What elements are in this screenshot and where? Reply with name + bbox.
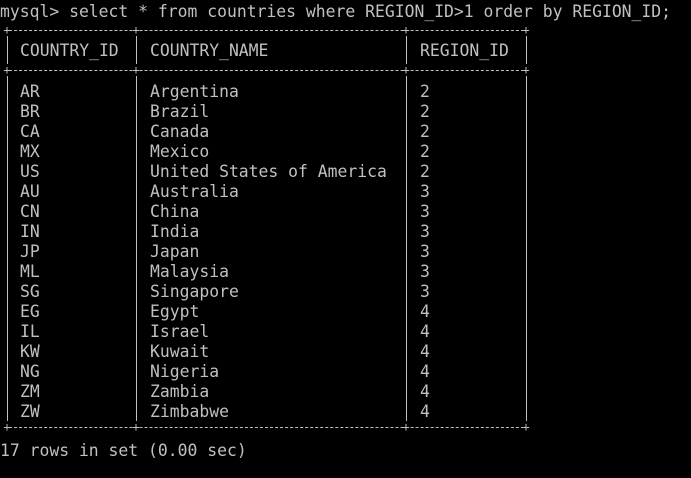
cell-country-name: Egypt [150,302,200,321]
table-border-vertical [7,76,8,421]
table-border-corner: + [3,23,11,37]
table-border-corner: + [522,63,530,77]
cell-country-id: ML [20,262,40,281]
cell-country-id: AU [20,182,40,201]
table-border-vertical [406,36,407,64]
table-border-corner: + [3,63,11,77]
cell-country-id: ZM [20,382,40,401]
cell-region-id: 2 [420,122,430,141]
table-border-corner: + [522,420,530,434]
cell-country-name: Australia [150,182,239,201]
table-border-vertical [136,76,137,421]
cell-country-name: Zimbabwe [150,402,229,421]
result-summary: 17 rows in set (0.00 sec) [0,441,247,460]
cell-region-id: 4 [420,382,430,401]
cell-region-id: 2 [420,162,430,181]
cell-country-id: KW [20,342,40,361]
cell-region-id: 2 [420,82,430,101]
cell-region-id: 2 [420,142,430,161]
column-header-country-id: COUNTRY_ID [20,41,119,60]
cell-country-name: Japan [150,242,200,261]
cell-country-name: Nigeria [150,362,220,381]
table-border-vertical [136,36,137,64]
cell-country-id: US [20,162,40,181]
cell-region-id: 3 [420,242,430,261]
table-border-horizontal [4,30,529,31]
cell-country-name: Israel [150,322,210,341]
cell-country-name: Mexico [150,142,210,161]
cell-country-name: Kuwait [150,342,210,361]
table-border-horizontal [4,70,529,71]
cell-country-name: China [150,202,200,221]
table-border-corner: + [522,23,530,37]
cell-country-name: Argentina [150,82,239,101]
cell-region-id: 3 [420,222,430,241]
table-border-horizontal [4,427,529,428]
cell-country-id: MX [20,142,40,161]
table-border-vertical [526,36,527,64]
cell-country-id: SG [20,282,40,301]
cell-region-id: 3 [420,182,430,201]
cell-region-id: 3 [420,282,430,301]
cell-country-id: CA [20,122,40,141]
cell-region-id: 3 [420,262,430,281]
cell-region-id: 4 [420,362,430,381]
cell-country-id: IN [20,222,40,241]
table-border-vertical [7,36,8,64]
cell-region-id: 3 [420,202,430,221]
cell-region-id: 4 [420,322,430,341]
cell-region-id: 2 [420,102,430,121]
table-border-corner: + [132,23,140,37]
table-border-corner: + [402,23,410,37]
cell-region-id: 4 [420,302,430,321]
cell-country-id: CN [20,202,40,221]
table-border-corner: + [402,420,410,434]
table-border-corner: + [402,63,410,77]
table-border-corner: + [132,63,140,77]
cell-region-id: 4 [420,342,430,361]
column-header-region-id: REGION_ID [420,41,509,60]
column-header-country-name: COUNTRY_NAME [150,41,269,60]
cell-country-name: India [150,222,200,241]
cell-country-id: BR [20,102,40,121]
cell-country-id: ZW [20,402,40,421]
command-line: mysql> select * from countries where REG… [0,2,672,21]
cell-country-id: IL [20,322,40,341]
cell-country-name: Canada [150,122,210,141]
cell-country-name: Malaysia [150,262,229,281]
table-border-corner: + [132,420,140,434]
cell-country-id: EG [20,302,40,321]
cell-country-name: United States of America [150,162,387,181]
cell-country-id: JP [20,242,40,261]
cell-region-id: 4 [420,402,430,421]
table-border-vertical [406,76,407,421]
cell-country-id: AR [20,82,40,101]
cell-country-id: NG [20,362,40,381]
cell-country-name: Brazil [150,102,210,121]
cell-country-name: Singapore [150,282,239,301]
table-border-vertical [526,76,527,421]
cell-country-name: Zambia [150,382,210,401]
table-border-corner: + [3,420,11,434]
